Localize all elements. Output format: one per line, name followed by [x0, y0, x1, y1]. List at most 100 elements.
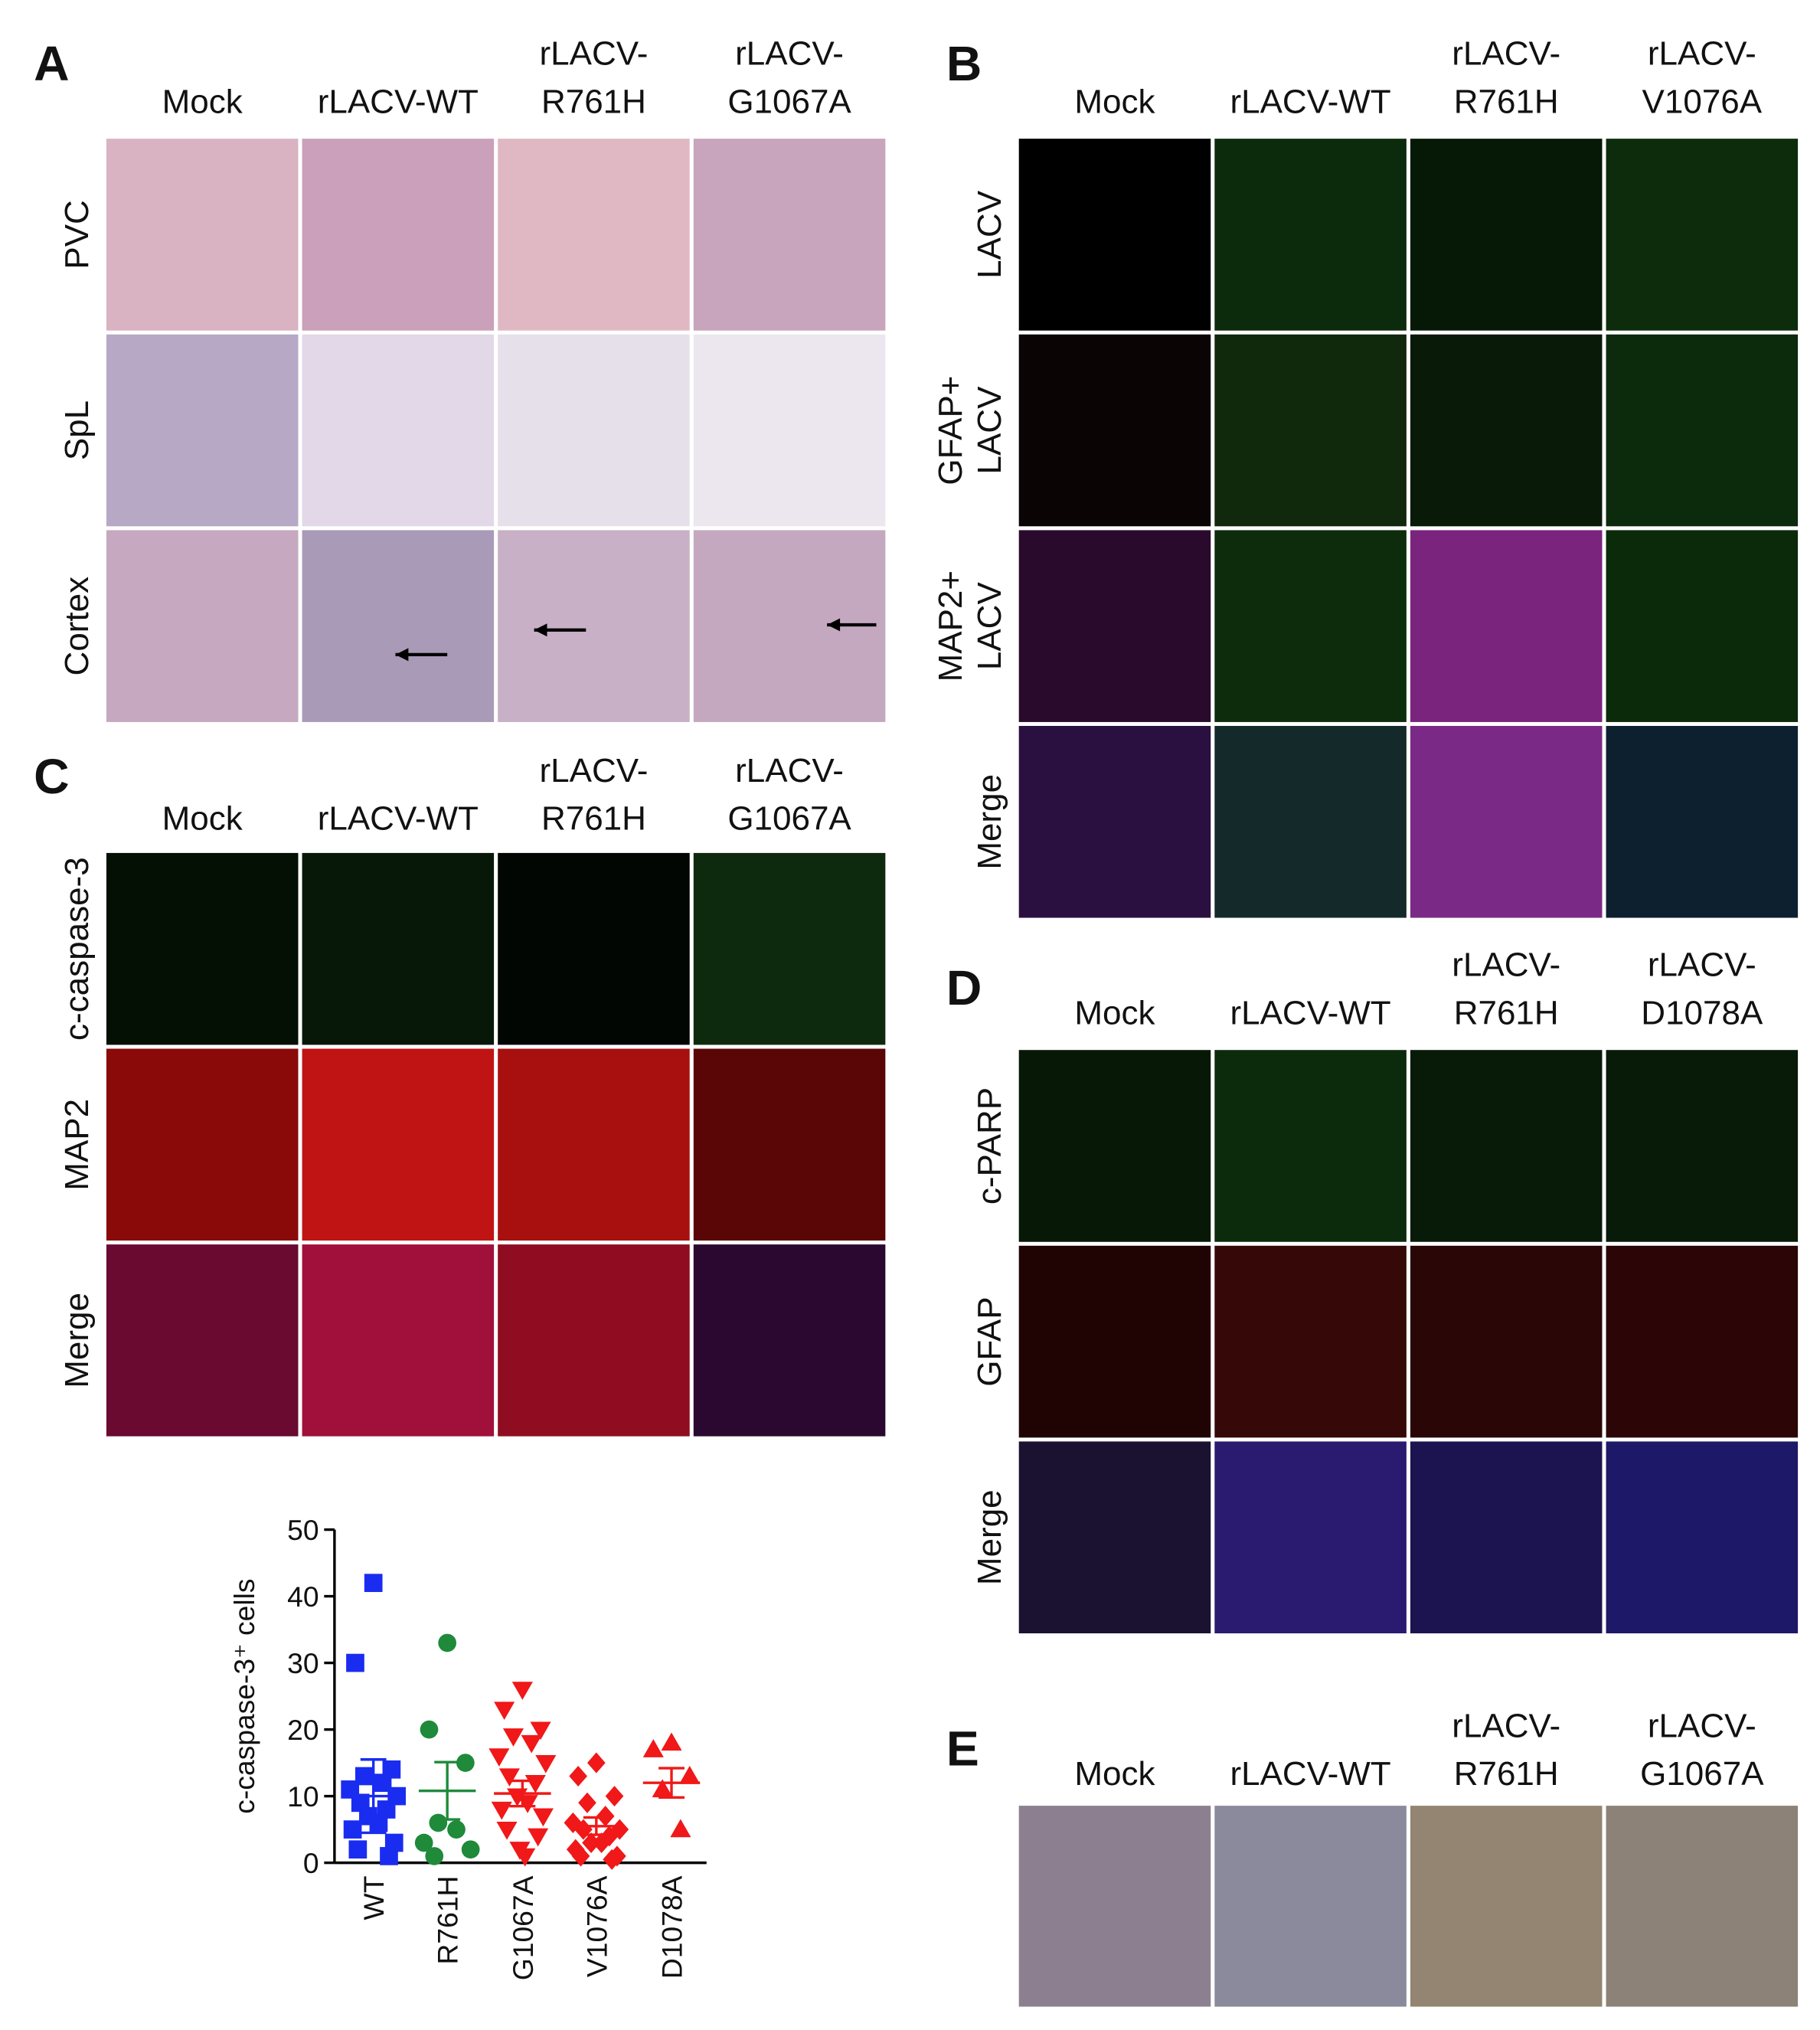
error-bar	[583, 1816, 609, 1836]
column-header: Mock	[162, 799, 243, 837]
data-point	[521, 1734, 542, 1754]
data-point	[364, 1574, 383, 1593]
column-header: rLACV-	[1452, 946, 1560, 984]
micrograph	[106, 334, 299, 527]
data-point	[380, 1847, 398, 1865]
row-label: GFAP+	[932, 375, 969, 485]
micrograph	[1214, 725, 1407, 918]
column-header: G1067A	[727, 799, 851, 837]
y-tick-label: 0	[303, 1847, 319, 1879]
micrograph	[693, 1048, 886, 1241]
micrograph	[106, 1048, 299, 1241]
data-point	[661, 1732, 682, 1751]
micrograph	[1606, 1245, 1799, 1438]
x-tick-label: D1078A	[656, 1875, 688, 1979]
data-point	[447, 1820, 466, 1839]
column-header: rLACV-WT	[318, 799, 479, 837]
column-header: rLACV-WT	[318, 83, 479, 120]
column-header: R761H	[1454, 994, 1559, 1031]
micrograph	[1018, 1050, 1211, 1242]
data-point	[414, 1833, 433, 1852]
y-tick-label: 10	[287, 1780, 319, 1813]
micrograph	[1018, 530, 1211, 722]
y-tick-label: 20	[287, 1714, 319, 1746]
data-point	[373, 1773, 392, 1793]
row-label: Merge	[971, 1489, 1008, 1585]
error-bar	[360, 1758, 387, 1835]
arrow-head	[827, 618, 841, 632]
micrograph	[1606, 1806, 1799, 2007]
micrograph	[1410, 1441, 1603, 1633]
micrograph	[1606, 139, 1799, 331]
column-header: V1076A	[1642, 83, 1763, 120]
column-header: rLACV-	[735, 35, 844, 73]
data-point	[461, 1840, 480, 1859]
micrograph	[302, 1048, 495, 1241]
row-label: LACV	[971, 386, 1008, 475]
micrograph	[302, 852, 495, 1045]
arrow-head	[395, 648, 409, 662]
data-point	[355, 1767, 374, 1786]
micrograph	[498, 1244, 690, 1437]
data-point	[652, 1779, 673, 1798]
column-header: rLACV-WT	[1230, 83, 1390, 120]
data-point	[343, 1820, 362, 1839]
data-point	[532, 1808, 554, 1827]
micrograph	[1018, 334, 1211, 527]
x-tick-label: V1076A	[580, 1875, 613, 1977]
column-header: rLACV-	[1452, 35, 1560, 73]
data-point	[528, 1828, 549, 1847]
row-label: Merge	[971, 774, 1008, 870]
row-label: LACV	[971, 190, 1008, 279]
y-axis-label: c-caspase-3⁺ cells	[228, 1578, 260, 1813]
micrograph	[1018, 1245, 1211, 1438]
x-tick-label: R761H	[432, 1876, 464, 1965]
column-header: rLACV-WT	[1230, 994, 1390, 1031]
column-header: D1078A	[1641, 994, 1763, 1031]
panel-letter: A	[34, 36, 69, 91]
row-label: MAP2	[58, 1099, 96, 1191]
micrograph	[1018, 1441, 1211, 1633]
column-header: R761H	[541, 83, 646, 120]
micrograph	[498, 852, 690, 1045]
micrograph	[302, 530, 495, 722]
column-header: Mock	[162, 83, 243, 120]
row-label: SpL	[58, 400, 96, 460]
micrograph	[1606, 725, 1799, 918]
micrograph	[1410, 1806, 1603, 2007]
panel-letter: D	[946, 960, 982, 1015]
data-point	[596, 1806, 615, 1827]
micrograph	[1214, 1050, 1407, 1242]
column-header: R761H	[1454, 83, 1559, 120]
column-header: G1067A	[1640, 1755, 1764, 1793]
data-point	[582, 1832, 600, 1854]
data-point	[603, 1849, 621, 1870]
data-point	[587, 1752, 606, 1773]
micrograph	[1214, 139, 1407, 331]
column-header: Mock	[1074, 83, 1155, 120]
data-point	[494, 1701, 515, 1721]
data-point	[488, 1748, 510, 1767]
micrograph	[1606, 530, 1799, 722]
error-bar	[658, 1767, 685, 1800]
data-point	[592, 1832, 611, 1854]
column-header: rLACV-WT	[1230, 1755, 1390, 1793]
micrograph	[498, 1048, 690, 1241]
data-point	[429, 1813, 448, 1832]
y-tick-label: 40	[287, 1581, 319, 1613]
micrograph	[1606, 334, 1799, 527]
micrograph	[693, 852, 886, 1045]
row-label: PVC	[58, 200, 96, 269]
row-label: c-PARP	[971, 1087, 1008, 1205]
column-header: Mock	[1074, 1755, 1155, 1793]
panel-letter: B	[946, 36, 982, 91]
data-point	[438, 1633, 457, 1652]
data-point	[524, 1775, 546, 1793]
micrograph	[106, 1244, 299, 1437]
data-point	[679, 1765, 701, 1784]
data-point	[498, 1768, 520, 1787]
data-point	[530, 1721, 551, 1741]
micrograph	[1410, 725, 1603, 918]
y-tick-label: 50	[287, 1514, 319, 1546]
micrograph	[498, 530, 690, 722]
